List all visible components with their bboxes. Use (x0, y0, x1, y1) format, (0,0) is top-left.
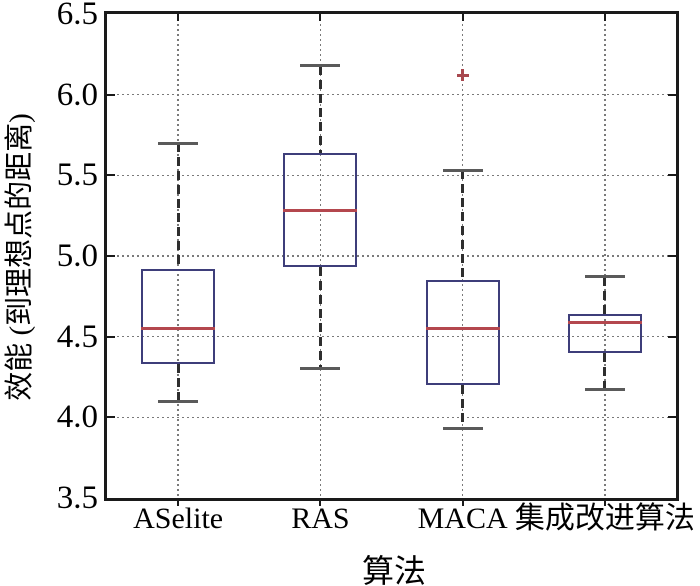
whisker-upper (318, 65, 322, 153)
y-tick-label: 5.0 (56, 238, 98, 274)
y-tick-right (668, 174, 676, 177)
v-gridline (319, 14, 322, 498)
whisker-lower (603, 352, 607, 390)
x-tick-bottom (319, 498, 322, 506)
x-tick-top (177, 14, 180, 21)
y-tick-label: 6.0 (56, 76, 98, 113)
whisker-cap-upper (158, 141, 199, 145)
x-tick-label: 集成改进算法 (514, 502, 695, 535)
whisker-cap-upper (442, 168, 483, 172)
x-tick-label: MACA (417, 502, 508, 535)
whisker-cap-lower (584, 388, 625, 392)
y-tick-label: 6.5 (56, 0, 98, 32)
h-gridline (107, 255, 676, 257)
y-tick-left (107, 93, 115, 96)
whisker-cap-upper (300, 64, 341, 68)
x-tick-top (319, 14, 322, 21)
box (567, 314, 642, 353)
whisker-upper (461, 170, 465, 281)
x-tick-bottom (603, 498, 606, 506)
y-tick-left (107, 416, 115, 419)
whisker-upper (176, 143, 180, 269)
x-tick-top (461, 14, 464, 21)
y-tick-right (668, 255, 676, 257)
box (141, 268, 216, 365)
whisker-cap-lower (300, 367, 341, 371)
y-tick-right (668, 93, 676, 96)
whisker-lower (461, 385, 465, 429)
y-tick-label: 4.0 (56, 399, 98, 436)
y-tick-right (668, 335, 676, 338)
whisker-upper (603, 276, 607, 315)
x-axis-label: 算法 (361, 553, 427, 586)
plot-area (104, 11, 679, 506)
y-tick-left (107, 174, 115, 177)
y-tick-left (107, 255, 115, 257)
y-tick-left (107, 335, 115, 338)
y-tick-label: 5.5 (56, 157, 98, 194)
median-line (425, 327, 500, 331)
whisker-lower (176, 364, 180, 402)
h-gridline (107, 416, 676, 419)
outlier-marker (461, 69, 465, 82)
box (425, 280, 500, 386)
h-gridline (107, 174, 676, 177)
whisker-cap-lower (442, 427, 483, 431)
whisker-cap-lower (158, 399, 199, 403)
median-line (141, 327, 216, 331)
whisker-lower (318, 267, 322, 369)
v-gridline (604, 14, 606, 498)
x-tick-top (603, 14, 606, 21)
h-gridline (107, 93, 676, 96)
y-tick-label: 3.5 (56, 480, 98, 516)
x-tick-bottom (461, 498, 464, 506)
median-line (567, 320, 642, 324)
x-tick-label: ASelite (133, 502, 224, 535)
whisker-cap-upper (584, 275, 625, 279)
y-tick-right (668, 416, 676, 419)
h-gridline (107, 335, 676, 338)
x-tick-bottom (177, 498, 180, 506)
median-line (283, 209, 358, 213)
x-tick-label: RAS (291, 502, 350, 535)
y-tick-label: 4.5 (56, 318, 98, 355)
